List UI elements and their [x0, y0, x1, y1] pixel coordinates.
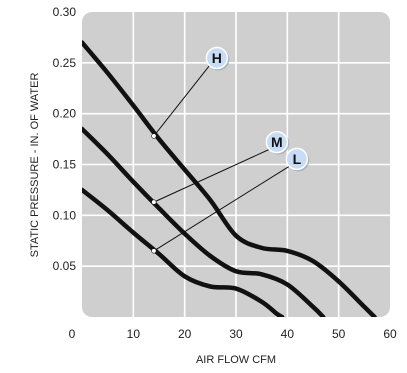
- y-axis-title: STATIC PRESSURE - IN. OF WATER: [29, 73, 41, 258]
- y-tick-label: 0.30: [53, 5, 77, 19]
- series-lines: [82, 40, 377, 317]
- x-tick-label: 40: [281, 327, 295, 341]
- series-point-m: [151, 199, 157, 205]
- series-line-m: [82, 126, 326, 317]
- x-axis-title: AIR FLOW CFM: [196, 354, 276, 366]
- x-tick-label: 60: [383, 327, 397, 341]
- y-tick-label: 0.05: [53, 259, 77, 273]
- series-markers: H ML: [151, 46, 310, 254]
- y-tick-label: 0.10: [53, 208, 77, 222]
- x-tick-label: 30: [229, 327, 243, 341]
- x-tick-label: 0: [69, 327, 76, 341]
- marker-label-m: M: [271, 134, 283, 150]
- marker-bubble-h: [205, 46, 229, 70]
- y-tick-label: 0.20: [53, 107, 77, 121]
- leader-line-m: [153, 148, 271, 203]
- y-tick-label: 0.25: [53, 56, 77, 70]
- series-line-h: [82, 40, 377, 317]
- x-tick-label: 10: [127, 327, 141, 341]
- series-point-h: [151, 133, 157, 139]
- x-axis-ticks: 0 10 20 30 40 50 60: [69, 327, 397, 341]
- x-tick-label: 20: [178, 327, 192, 341]
- y-tick-label: 0.15: [53, 158, 77, 172]
- leader-line-l: [153, 165, 291, 252]
- x-tick-label: 50: [332, 327, 346, 341]
- series-line-l: [82, 187, 285, 317]
- marker-bubble-m: [265, 130, 289, 154]
- marker-label-h: H: [212, 50, 222, 66]
- series-point-l: [151, 248, 157, 254]
- marker-bubble-l: [285, 147, 309, 171]
- leader-line-h: [153, 64, 211, 137]
- y-axis-ticks: 0.05 0.10 0.15 0.20 0.25 0.30: [53, 5, 77, 273]
- marker-label-l: L: [293, 151, 302, 167]
